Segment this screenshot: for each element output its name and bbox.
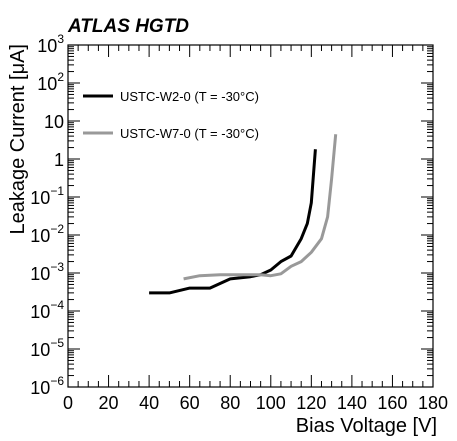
x-tick-label: 120 — [296, 393, 326, 413]
chart-title: ATLAS HGTD — [67, 16, 189, 37]
y-axis-title: Leakage Current [μA] — [7, 44, 29, 235]
x-tick-label: 40 — [139, 393, 159, 413]
series-line-2 — [183, 134, 338, 281]
x-axis-title: Bias Voltage [V] — [296, 415, 437, 437]
y-tick-label: 102 — [37, 70, 64, 94]
series-line-1 — [149, 149, 317, 295]
legend-label-2: USTC-W7-0 (T = -30°C) — [120, 126, 259, 141]
y-tick-label: 10−5 — [30, 336, 64, 360]
y-tick-label: 10−2 — [30, 222, 64, 246]
legend-label-1: USTC-W2-0 (T = -30°C) — [120, 89, 259, 104]
y-tick-label: 10 — [44, 112, 64, 132]
x-tick-label: 0 — [63, 393, 73, 413]
series-layer — [149, 134, 338, 295]
x-tick-label: 140 — [337, 393, 367, 413]
x-tick-label: 100 — [256, 393, 286, 413]
y-tick-label: 10−1 — [30, 184, 64, 208]
x-tick-label: 180 — [418, 393, 448, 413]
y-axis: 10−6 10−5 10−4 10−3 10−2 10−1 1 10 102 103 — [30, 32, 433, 398]
x-tick-label: 60 — [180, 393, 200, 413]
x-tick-label: 20 — [99, 393, 119, 413]
y-tick-label: 10−6 — [30, 374, 64, 398]
y-tick-label: 1 — [54, 150, 64, 170]
x-tick-label: 80 — [220, 393, 240, 413]
y-tick-label: 10−3 — [30, 260, 64, 284]
y-tick-label: 103 — [37, 32, 64, 56]
y-tick-label: 10−4 — [30, 298, 64, 322]
legend: USTC-W2-0 (T = -30°C) USTC-W7-0 (T = -30°… — [83, 89, 259, 141]
x-tick-label: 160 — [377, 393, 407, 413]
